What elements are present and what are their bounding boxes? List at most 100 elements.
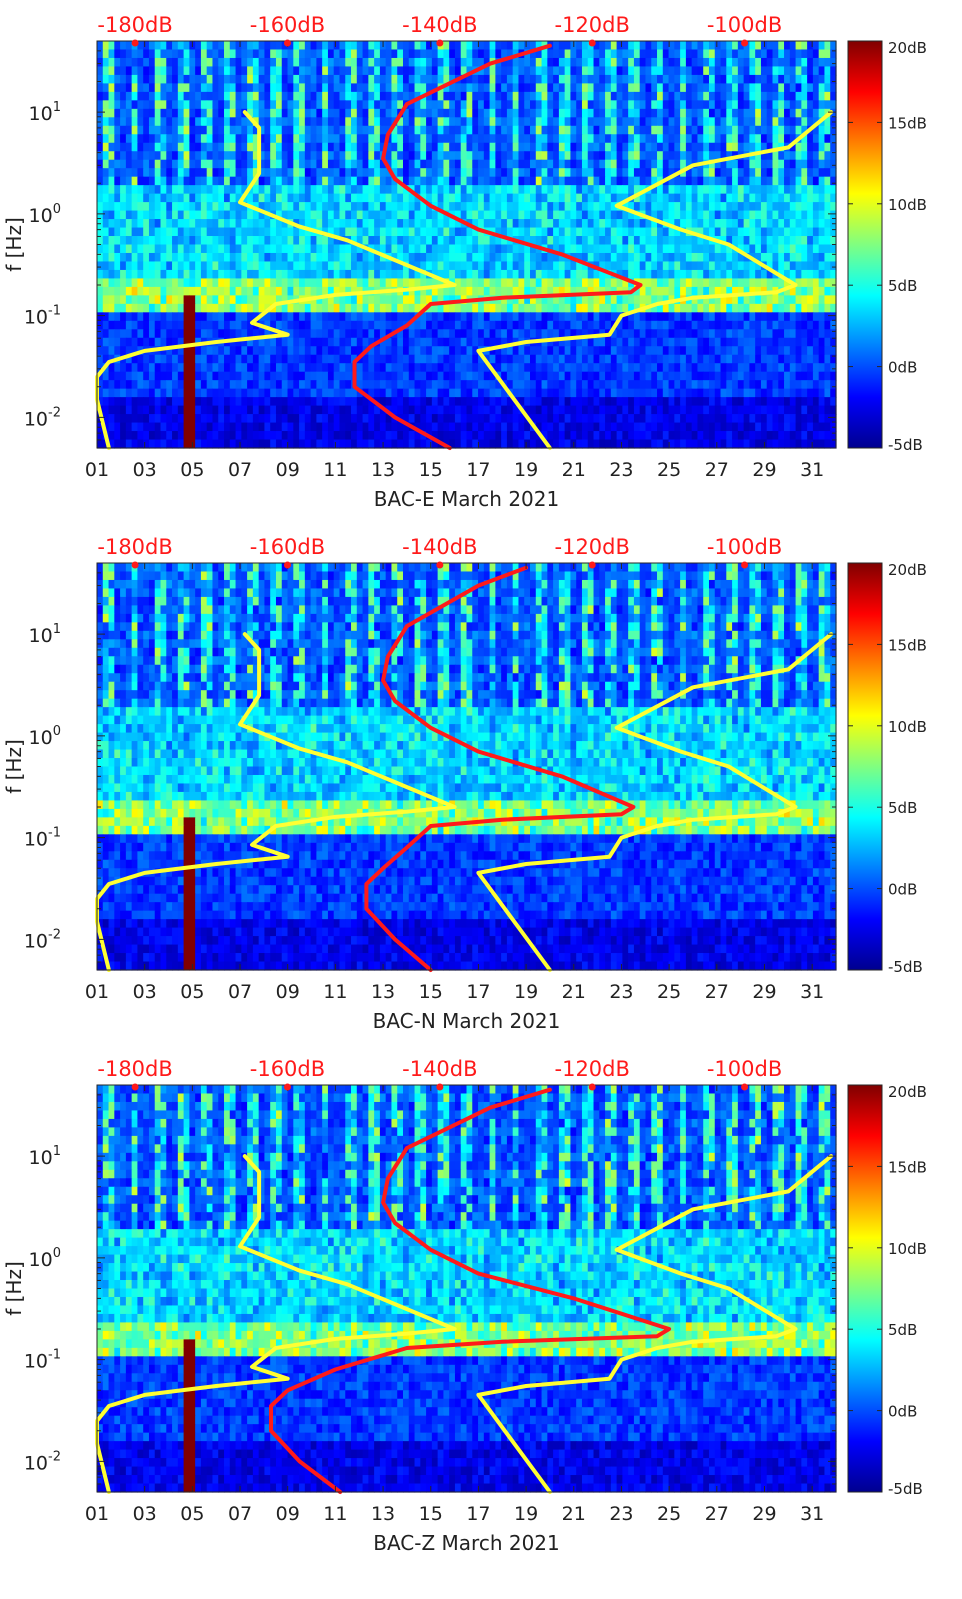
top-db-label: -140dB <box>402 535 477 559</box>
top-db-tick <box>436 39 444 47</box>
y-tick-label: 100 <box>29 202 61 227</box>
top-db-label: -160dB <box>250 535 325 559</box>
x-tick-label: 09 <box>276 981 300 1003</box>
x-tick-label: 03 <box>133 459 157 481</box>
colorbar-label: -5dB <box>888 1480 923 1498</box>
x-tick-label: 17 <box>466 981 490 1003</box>
colorbar <box>847 562 883 971</box>
yellow-left-curve <box>95 632 457 972</box>
yellow-right-curve <box>476 632 834 972</box>
y-tick-label: 101 <box>29 1144 61 1169</box>
colorbar <box>847 40 883 449</box>
x-tick-label: 03 <box>133 1503 157 1525</box>
y-tick-label: 10-2 <box>24 1449 61 1474</box>
colorbar-label: 5dB <box>888 1321 917 1339</box>
top-db-label: -140dB <box>402 13 477 37</box>
top-db-tick <box>131 39 139 47</box>
colorbar-label: 20dB <box>888 39 927 57</box>
x-tick-label: 25 <box>657 459 681 481</box>
top-db-tick <box>283 561 291 569</box>
x-tick-label: 01 <box>85 1503 109 1525</box>
x-tick-label: 09 <box>276 1503 300 1525</box>
top-db-tick <box>283 39 291 47</box>
x-tick-label: 13 <box>371 459 395 481</box>
x-tick-label: 07 <box>228 981 252 1003</box>
top-db-label: -180dB <box>97 13 172 37</box>
red-noise-curve <box>352 43 643 450</box>
x-tick-label: 25 <box>657 1503 681 1525</box>
y-axis-label: f [Hz] <box>2 1261 26 1316</box>
top-db-label: -140dB <box>402 1057 477 1081</box>
x-tick-label: 13 <box>371 1503 395 1525</box>
top-db-tick <box>741 1083 749 1091</box>
x-tick-label: 23 <box>609 981 633 1003</box>
x-tick-label: 29 <box>752 981 776 1003</box>
x-tick-label: 11 <box>323 981 347 1003</box>
y-tick-label: 10-2 <box>24 405 61 430</box>
y-tick-label: 100 <box>29 724 61 749</box>
x-tick-label: 01 <box>85 981 109 1003</box>
x-axis-label: BAC-E March 2021 <box>374 487 559 511</box>
x-tick-label: 05 <box>180 1503 204 1525</box>
x-tick-label: 21 <box>562 1503 586 1525</box>
x-tick-label: 31 <box>800 1503 824 1525</box>
y-tick-label: 10-1 <box>24 1348 61 1373</box>
colorbar-label: 5dB <box>888 799 917 817</box>
top-db-tick <box>588 39 596 47</box>
yellow-right-curve <box>476 1154 834 1494</box>
colorbar-label: 10dB <box>888 1240 927 1258</box>
x-tick-label: 17 <box>466 1503 490 1525</box>
top-db-tick <box>436 1083 444 1091</box>
y-tick-label: 10-1 <box>24 826 61 851</box>
x-tick-label: 27 <box>705 981 729 1003</box>
top-db-tick <box>741 39 749 47</box>
colorbar-label: 15dB <box>888 636 927 654</box>
top-db-tick <box>436 561 444 569</box>
heatmap-cells <box>97 1085 837 1493</box>
x-tick-label: 31 <box>800 981 824 1003</box>
x-tick-label: 01 <box>85 459 109 481</box>
heatmap-cells <box>97 41 837 449</box>
top-db-label: -100dB <box>707 1057 782 1081</box>
top-db-label: -100dB <box>707 535 782 559</box>
top-db-tick <box>131 561 139 569</box>
top-db-label: -120dB <box>555 535 630 559</box>
top-db-label: -120dB <box>555 1057 630 1081</box>
x-tick-label: 07 <box>228 1503 252 1525</box>
x-tick-label: 15 <box>419 1503 443 1525</box>
top-db-label: -120dB <box>555 13 630 37</box>
red-noise-curve <box>269 1087 672 1494</box>
colorbar-label: -5dB <box>888 436 923 454</box>
colorbar <box>847 1084 883 1493</box>
colorbar-label: 10dB <box>888 718 927 736</box>
x-tick-label: 23 <box>609 1503 633 1525</box>
y-tick-label: 101 <box>29 622 61 647</box>
x-tick-label: 19 <box>514 1503 538 1525</box>
x-tick-label: 27 <box>705 1503 729 1525</box>
top-db-tick <box>283 1083 291 1091</box>
y-axis-label: f [Hz] <box>2 739 26 794</box>
y-tick-label: 101 <box>29 100 61 125</box>
x-tick-label: 15 <box>419 981 443 1003</box>
yellow-left-curve <box>95 1154 457 1494</box>
colorbar-label: 0dB <box>888 881 917 899</box>
y-axis-label: f [Hz] <box>2 217 26 272</box>
spectrogram-panel: 01 03 05 07 09 11 13 15 17 19 21 23 25 27 29 31 101 100 10… <box>2 13 927 511</box>
colorbar-label: -5dB <box>888 958 923 976</box>
yellow-right-curve <box>476 110 834 450</box>
top-db-tick <box>588 1083 596 1091</box>
top-db-tick <box>588 561 596 569</box>
y-tick-label: 100 <box>29 1246 61 1271</box>
top-db-label: -180dB <box>97 1057 172 1081</box>
top-db-label: -160dB <box>250 13 325 37</box>
x-tick-label: 09 <box>276 459 300 481</box>
top-db-label: -100dB <box>707 13 782 37</box>
x-tick-label: 13 <box>371 981 395 1003</box>
spectrogram-panel: 01 03 05 07 09 11 13 15 17 19 21 23 25 27 29 31 101 100 10… <box>2 1057 927 1555</box>
spectrogram-panel: 01 03 05 07 09 11 13 15 17 19 21 23 25 27 29 31 101 100 10… <box>2 535 927 1033</box>
y-tick-label: 10-1 <box>24 304 61 329</box>
x-tick-label: 23 <box>609 459 633 481</box>
top-db-label: -160dB <box>250 1057 325 1081</box>
x-tick-label: 15 <box>419 459 443 481</box>
